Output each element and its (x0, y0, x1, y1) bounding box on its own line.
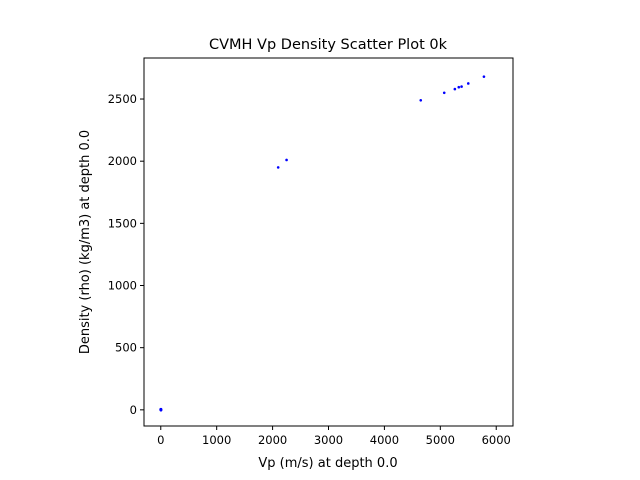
data-point (276, 166, 280, 169)
x-tick-label: 6000 (482, 433, 511, 447)
plot-frame (143, 57, 514, 427)
x-axis: 0 1000 2000 3000 4000 5000 6000 (157, 426, 511, 447)
x-axis-label: Vp (m/s) at depth 0.0 (258, 456, 397, 471)
data-point (442, 91, 446, 95)
data-point (419, 98, 423, 102)
y-tick-label: 2000 (108, 154, 137, 168)
data-point (482, 75, 486, 78)
chart-title: CVMH Vp Density Scatter Plot 0k (209, 37, 448, 53)
y-tick-label: 2500 (108, 92, 137, 106)
x-tick-label: 3000 (314, 433, 343, 447)
data-point (285, 158, 288, 162)
y-tick-label: 1000 (108, 279, 137, 293)
data-point (460, 85, 463, 88)
x-tick-label: 5000 (426, 433, 455, 447)
y-axis-label: Density (rho) (kg/m3) at depth 0.0 (78, 130, 93, 354)
data-point (453, 87, 457, 91)
data-point (457, 85, 461, 89)
y-axis: 0 500 1000 1500 2000 2500 (108, 92, 144, 417)
x-tick-label: 2000 (258, 433, 287, 447)
y-tick-label: 0 (130, 403, 137, 417)
data-point (159, 408, 163, 412)
data-points (159, 75, 486, 412)
x-tick-label: 0 (157, 433, 164, 447)
y-tick-label: 1500 (108, 216, 137, 230)
y-tick-label: 500 (115, 341, 137, 355)
x-tick-label: 1000 (202, 433, 231, 447)
data-point (466, 82, 470, 85)
x-tick-label: 4000 (370, 433, 399, 447)
